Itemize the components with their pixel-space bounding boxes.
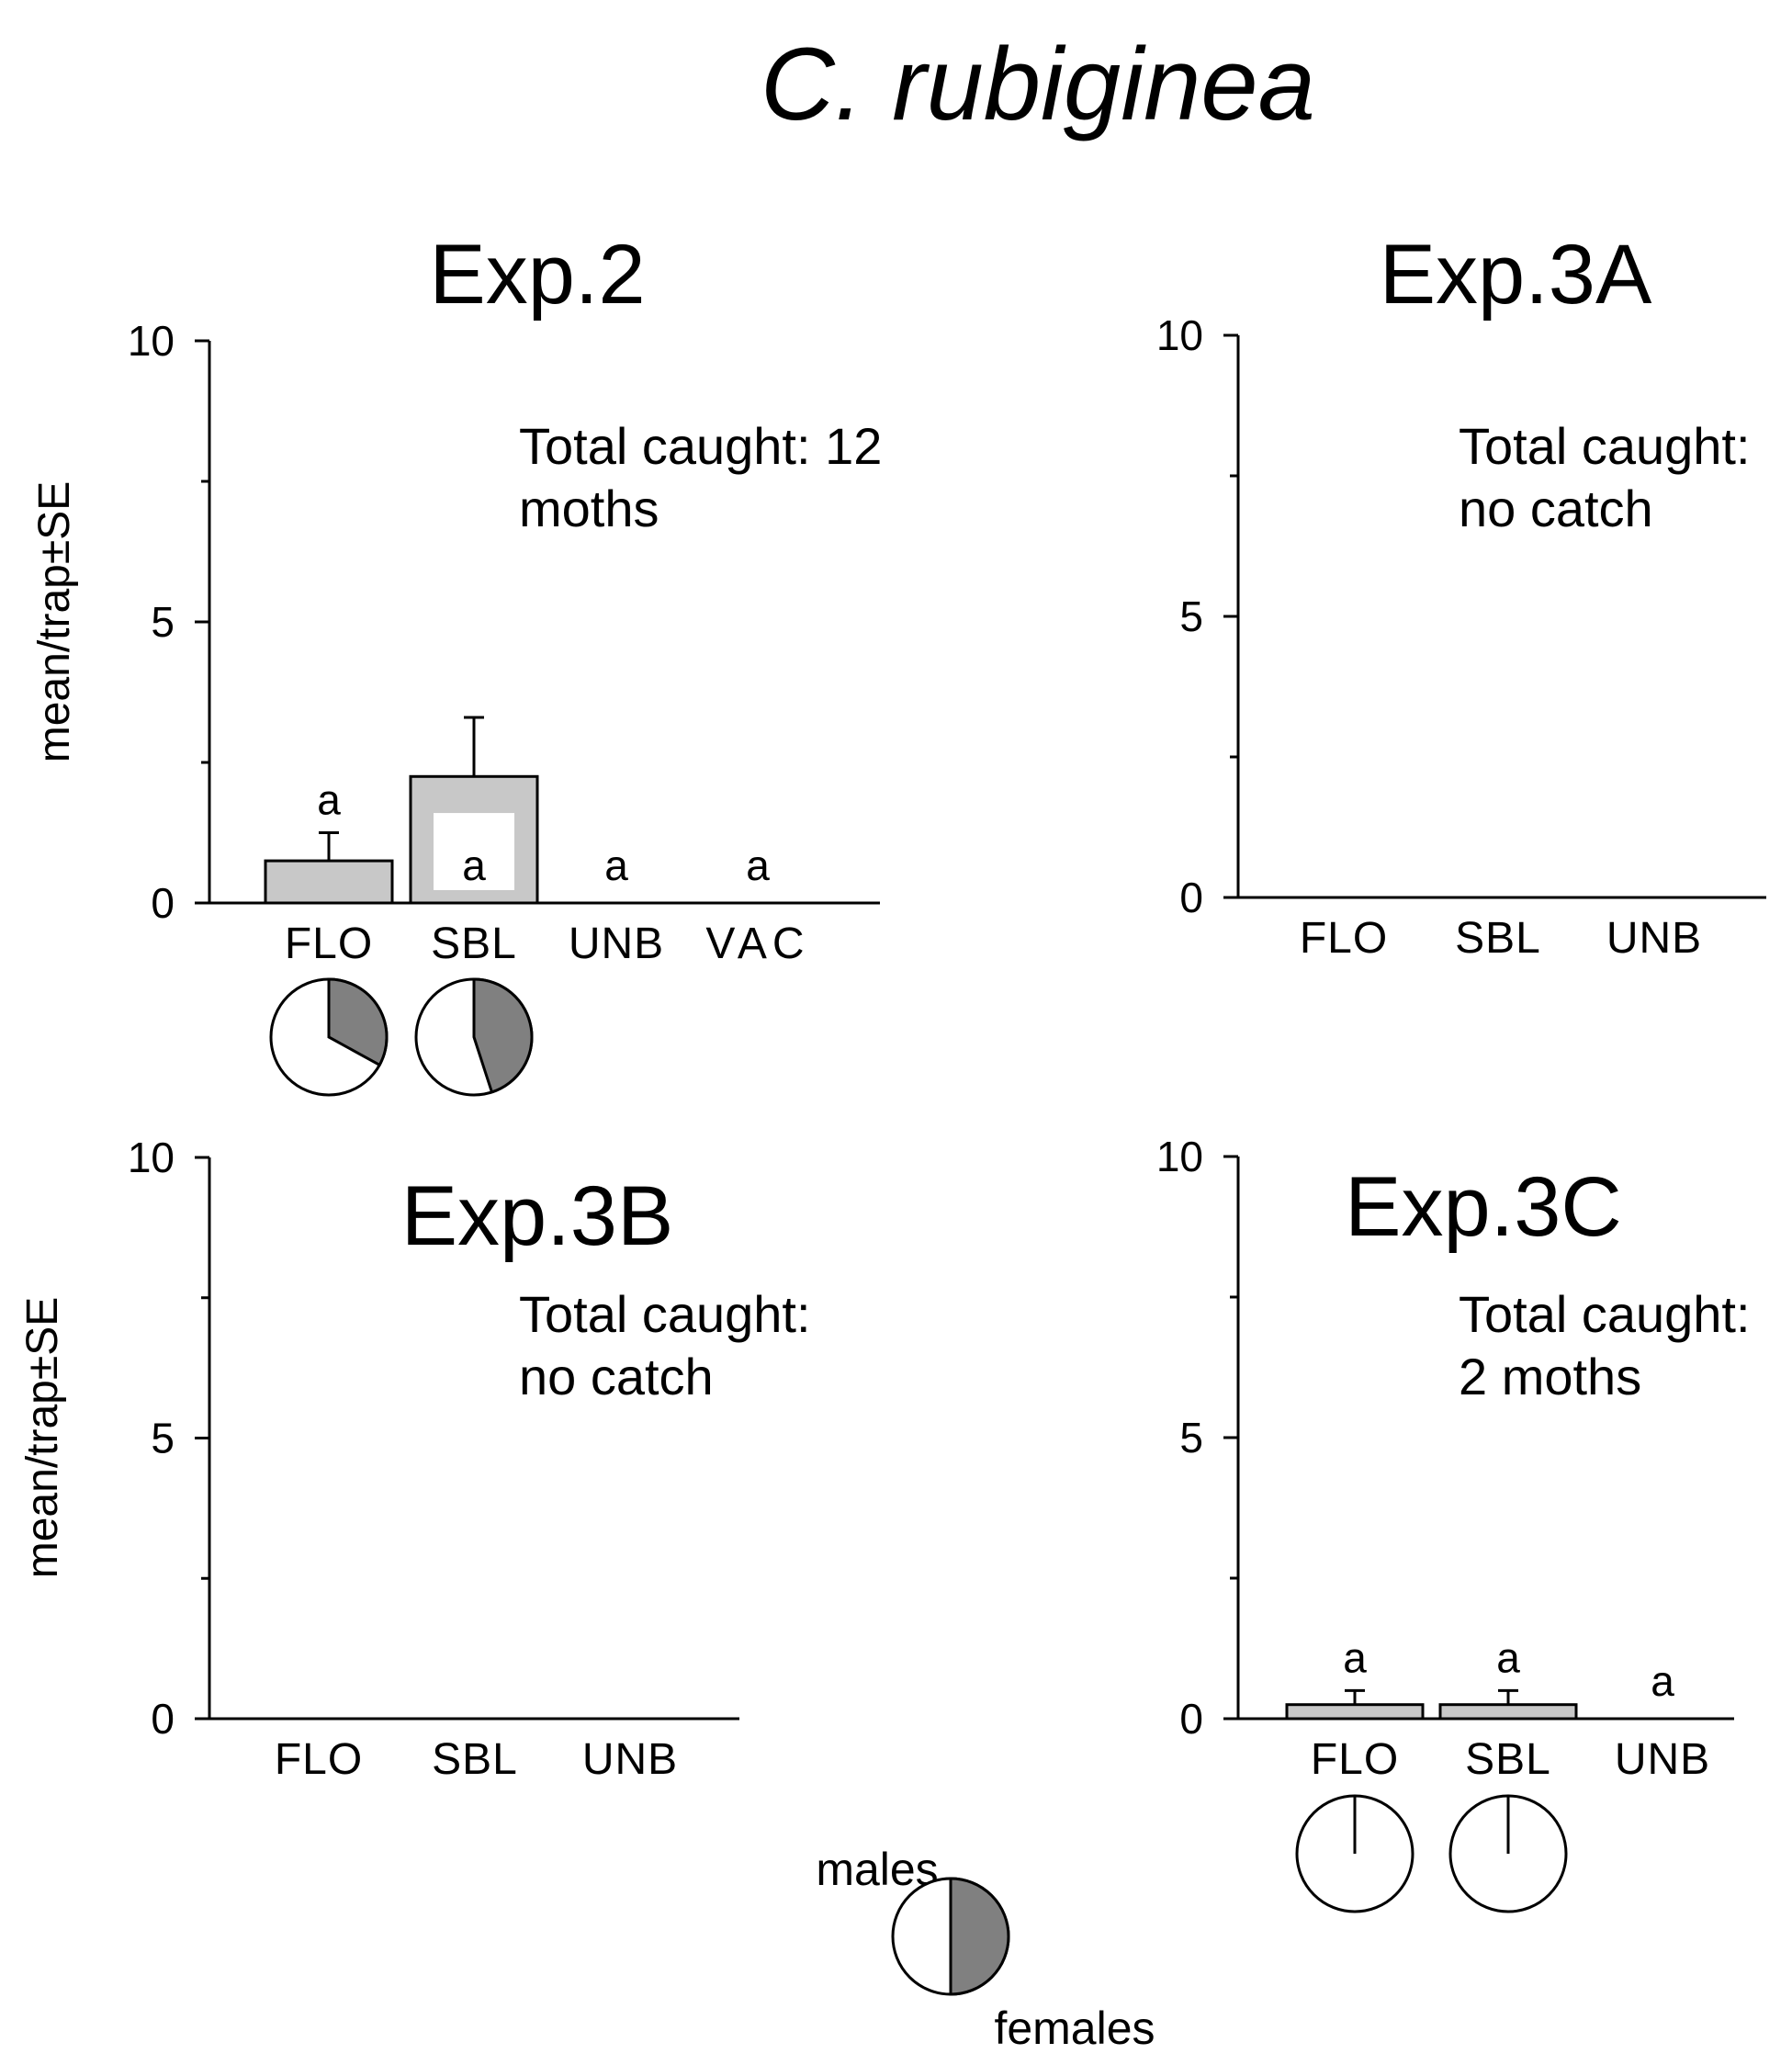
total-caught-line2: no catch — [1459, 480, 1653, 537]
x-tick-label-sbl: SBL — [1465, 1735, 1551, 1784]
legend-pie — [891, 1877, 1010, 1996]
x-tick-label-sbl: SBL — [432, 1735, 518, 1784]
y-tick-label: 10 — [1156, 1133, 1203, 1180]
panel-exp3a: Exp.3A 0 5 10 Total caught:no catch FLO SBL UNB — [1156, 228, 1766, 963]
sex-ratio-pie-sbl — [1448, 1794, 1568, 1913]
x-tick-label-unb: UNB — [582, 1735, 678, 1784]
x-tick-label-flo: FLO — [285, 920, 373, 968]
panel-title: Exp.3A — [1380, 228, 1652, 322]
significance-letter: a — [1496, 1633, 1520, 1681]
x-tick-label-flo: FLO — [1300, 914, 1388, 963]
y-tick-label: 0 — [151, 879, 175, 927]
x-tick-label-vac: VAC — [705, 920, 809, 968]
y-tick-label: 5 — [1179, 1414, 1203, 1461]
bar-flo — [1285, 1703, 1425, 1721]
total-caught-line2: moths — [519, 480, 659, 537]
sex-ratio-legend: males females — [816, 1844, 1155, 2054]
letter-box — [434, 813, 514, 890]
panel-title: Exp.3B — [401, 1169, 674, 1263]
panel-title: Exp.3C — [1345, 1160, 1622, 1254]
x-tick-label-sbl: SBL — [1455, 914, 1541, 963]
y-axis-label: mean/trap±SE — [18, 1297, 67, 1579]
figure-title: C. rubiginea — [761, 27, 1315, 141]
significance-letter: a — [746, 841, 770, 889]
y-axis-label: mean/trap±SE — [30, 481, 79, 763]
sex-ratio-pie-sbl — [414, 977, 534, 1097]
sex-ratio-pie-flo — [1295, 1794, 1414, 1913]
x-tick-label-unb: UNB — [1606, 914, 1702, 963]
total-caught-line1: Total caught: — [1459, 417, 1751, 475]
y-tick-label: 5 — [151, 598, 175, 646]
y-tick-label: 5 — [1179, 592, 1203, 640]
x-tick-label-flo: FLO — [1311, 1735, 1399, 1784]
sex-ratio-pie-flo-female-wedge — [327, 977, 389, 1067]
legend-males-label: males — [816, 1844, 938, 1895]
panel-title: Exp.2 — [429, 228, 645, 322]
x-tick-label-unb: UNB — [569, 920, 664, 968]
sex-ratio-pie-sbl-female-wedge — [472, 977, 534, 1094]
y-tick-label: 0 — [1179, 874, 1203, 921]
total-caught-line1: Total caught: 12 — [519, 417, 882, 475]
y-tick-label: 0 — [1179, 1695, 1203, 1743]
significance-letter: a — [317, 776, 341, 824]
total-caught-line1: Total caught: — [519, 1285, 811, 1343]
panel-exp3b: Exp.3B 0 5 10 mean/trap±SE Total caught:no ca… — [18, 1134, 811, 1784]
x-tick-label-unb: UNB — [1615, 1735, 1710, 1784]
significance-letter: a — [604, 841, 628, 889]
panel-exp2: Exp.2 0 5 10 mean/trap±SE Total caught: 12mot… — [30, 228, 882, 1097]
sex-ratio-pie-flo — [269, 977, 389, 1097]
legend-pie-female-wedge — [949, 1877, 1010, 1996]
y-tick-label: 10 — [128, 317, 175, 365]
x-tick-label-sbl: SBL — [431, 920, 517, 968]
bar-flo — [264, 859, 394, 905]
bar-sbl — [1438, 1703, 1578, 1721]
total-caught-line1: Total caught: — [1459, 1285, 1751, 1343]
y-tick-label: 5 — [151, 1415, 175, 1462]
x-tick-label-flo: FLO — [275, 1735, 363, 1784]
significance-letter: a — [462, 841, 486, 889]
legend-females-label: females — [994, 2003, 1155, 2054]
y-tick-label: 10 — [1156, 311, 1203, 359]
total-caught-line2: 2 moths — [1459, 1348, 1641, 1405]
significance-letter: a — [1651, 1657, 1674, 1705]
total-caught-line2: no catch — [519, 1348, 714, 1405]
significance-letter: a — [1343, 1633, 1367, 1681]
y-tick-label: 10 — [128, 1134, 175, 1181]
y-tick-label: 0 — [151, 1695, 175, 1743]
